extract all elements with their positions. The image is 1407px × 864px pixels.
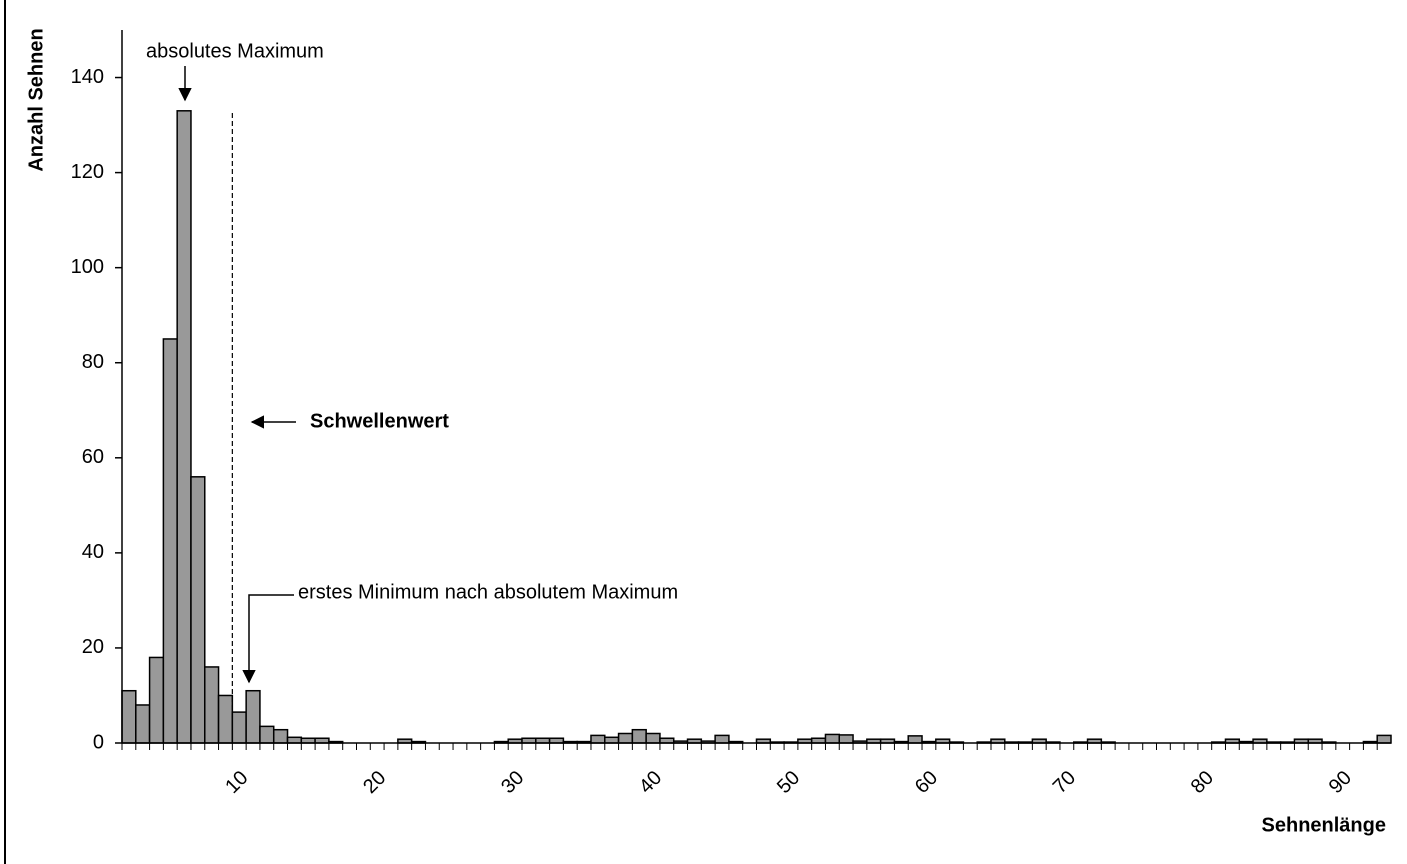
y-tick-label: 100 (71, 256, 104, 278)
bar (824, 733, 841, 744)
bar (162, 338, 178, 744)
bar (907, 735, 923, 744)
bar (645, 732, 661, 744)
bar (604, 736, 620, 744)
y-tick-label: 0 (93, 731, 104, 753)
bar (190, 476, 206, 744)
x-tick-label: 60 (911, 767, 942, 798)
y-tick-label: 60 (82, 446, 104, 468)
bar (838, 734, 854, 744)
annotation-min: erstes Minimum nach absolutem Maximum (298, 581, 678, 603)
bar (1376, 734, 1392, 744)
bar (259, 725, 275, 744)
bar (714, 734, 730, 744)
bar (245, 689, 261, 744)
y-tick-label: 40 (82, 541, 104, 563)
x-tick-label: 70 (1049, 767, 1080, 798)
bar (217, 694, 234, 744)
x-tick-label: 10 (221, 767, 252, 798)
x-tick-label: 50 (773, 767, 804, 798)
bar (135, 704, 151, 744)
annotation-threshold: Schwellenwert (310, 410, 449, 432)
bar (631, 728, 647, 744)
bar (176, 110, 192, 744)
y-axis-label: Anzahl Sehnen (25, 28, 47, 171)
x-tick-label: 40 (635, 767, 666, 798)
bar (148, 656, 165, 744)
x-tick-label: 80 (1187, 767, 1218, 798)
bar (617, 732, 634, 744)
y-tick-label: 20 (82, 636, 104, 658)
y-tick-label: 140 (71, 66, 104, 88)
x-axis-label: Sehnenlänge (1262, 814, 1386, 836)
arrow (242, 594, 294, 684)
y-tick-label: 80 (82, 351, 104, 373)
bar (590, 734, 606, 744)
annotation-max: absolutes Maximum (146, 40, 324, 62)
bar (286, 736, 303, 744)
bar (272, 728, 289, 744)
bar (121, 689, 137, 744)
bar (231, 711, 247, 744)
bar (204, 666, 220, 744)
x-tick-label: 90 (1325, 767, 1356, 798)
x-tick-label: 30 (497, 767, 528, 798)
y-tick-label: 120 (71, 161, 104, 183)
x-tick-label: 20 (359, 767, 390, 798)
